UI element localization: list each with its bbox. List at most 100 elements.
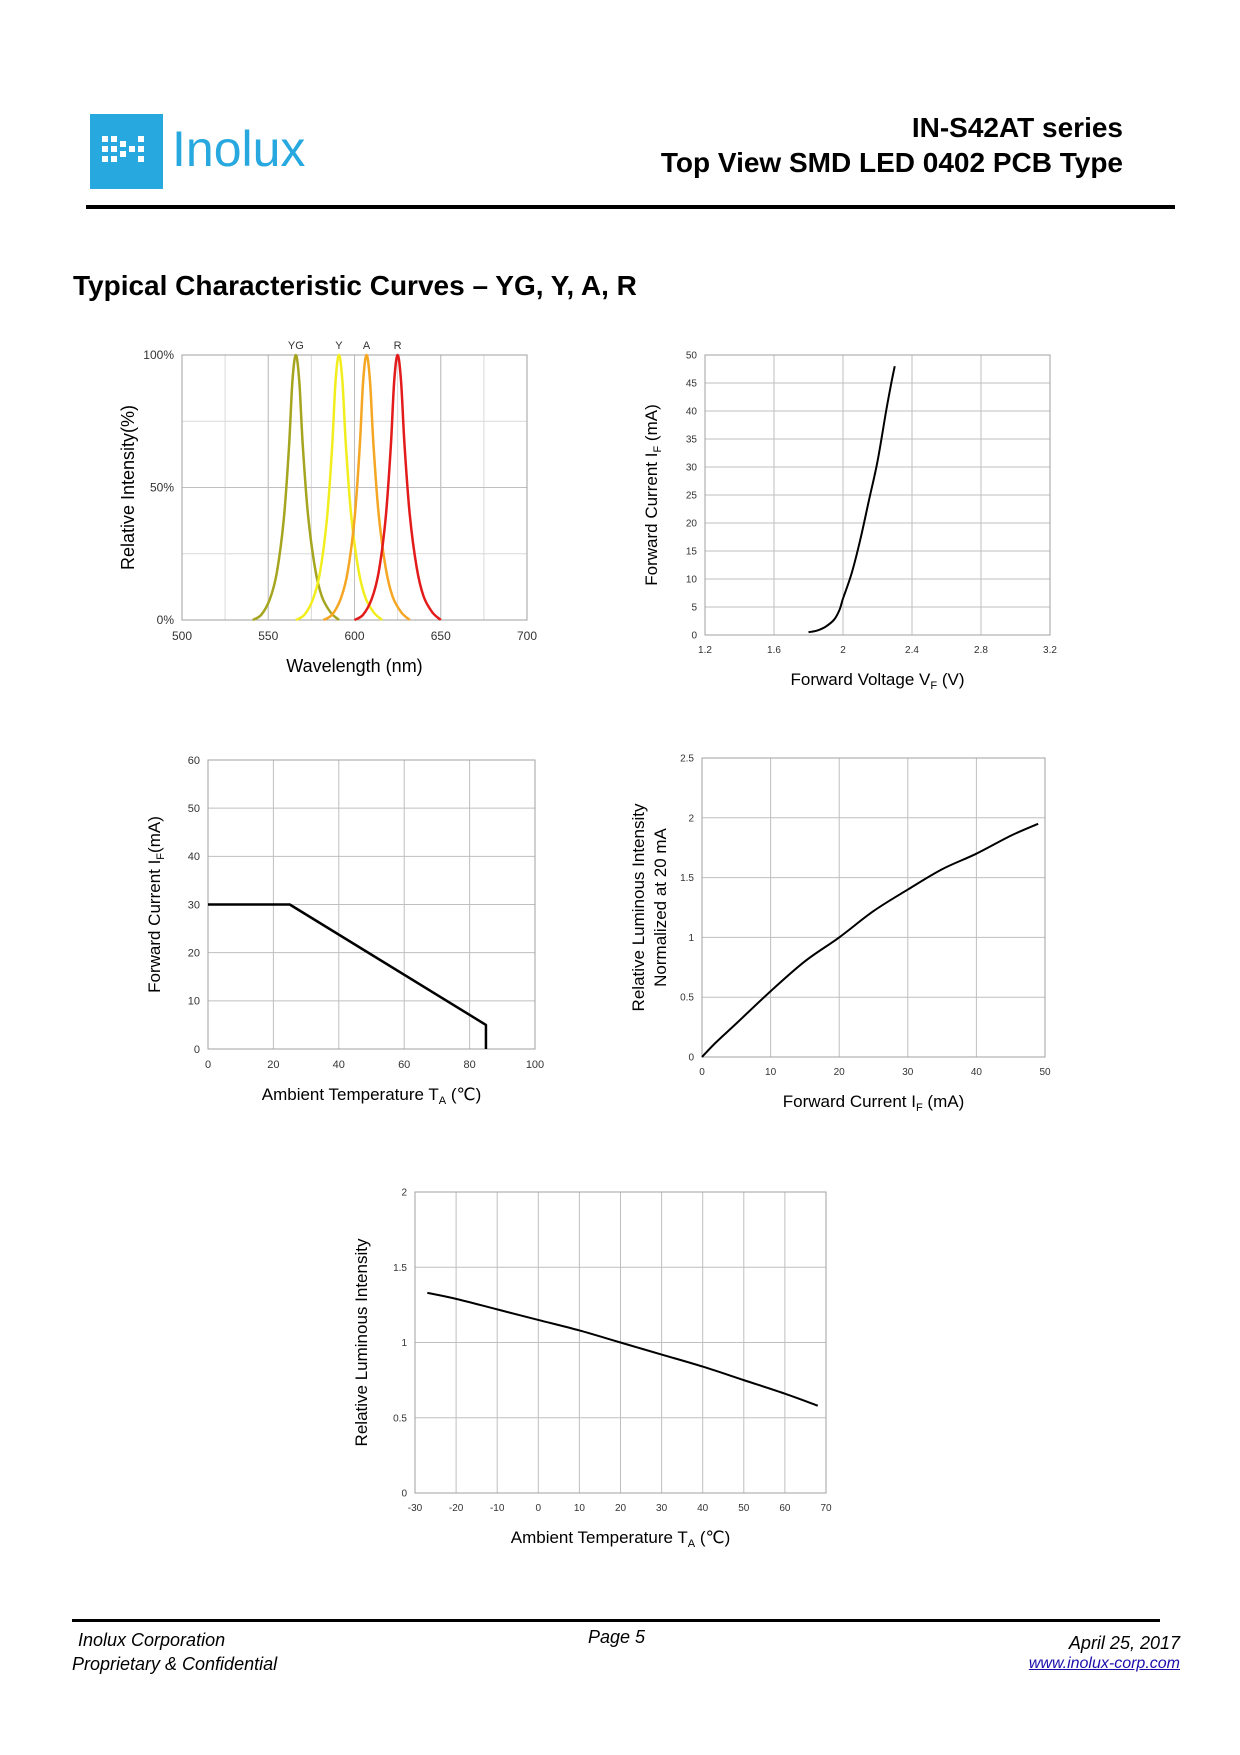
y-tick-label: 20: [188, 948, 200, 960]
iv-curve-chart: 1.2 1.6 2 2.4 2.8 3.2 0 5 10 15 20 25 30 35 40 45 50 Forw…: [642, 351, 1057, 693]
y-tick-label: 30: [188, 899, 200, 911]
x-tick-label: 30: [902, 1067, 914, 1078]
y-tick-label: 0.5: [680, 993, 694, 1004]
y-tick-label: 40: [188, 851, 200, 863]
y-axis-label: Forward Current IF(mA): [145, 816, 167, 993]
series-line: [427, 1291, 819, 1407]
x-tick-label: 60: [779, 1503, 791, 1514]
x-tick-label: 30: [656, 1503, 668, 1514]
x-tick-label: -30: [408, 1503, 423, 1514]
y-axis-label: Relative Luminous Intensity: [352, 1238, 371, 1446]
x-axis-label: Ambient Temperature TA (℃): [511, 1528, 731, 1550]
y-axis-label: Relative Intensity(%): [118, 405, 138, 570]
y-tick-label: 5: [691, 603, 697, 614]
series-line: [208, 903, 488, 1049]
y-tick-label: 25: [686, 491, 698, 502]
x-tick-label: 0: [205, 1059, 211, 1071]
y-axis-label: Relative Luminous Intensity: [629, 803, 648, 1011]
x-tick-label: 1.6: [767, 645, 781, 656]
series-label: YG: [288, 340, 304, 352]
plot-frame: [414, 1191, 827, 1494]
x-tick-label: 700: [517, 629, 537, 643]
y-tick-label: 50: [188, 803, 200, 815]
footer-date: April 25, 2017: [1068, 1633, 1180, 1653]
footer-confidential: Proprietary & Confidential: [72, 1654, 278, 1674]
x-tick-label: 10: [574, 1503, 586, 1514]
y-tick-label: 1.5: [393, 1263, 407, 1274]
y-tick-label: 15: [686, 547, 698, 558]
y-tick-label: 30: [686, 463, 698, 474]
y-tick-label: 0: [401, 1489, 407, 1500]
x-tick-label: 500: [172, 629, 192, 643]
x-tick-label: 40: [333, 1059, 345, 1071]
x-axis-label: Ambient Temperature TA (℃): [262, 1085, 482, 1107]
luminous-vs-temperature-chart: -30 -20 -10 0 10 20 30 40 50 60 70 0 0.5 1 1.5 2 Ambient…: [352, 1188, 832, 1551]
series-line-a: [322, 353, 411, 622]
x-tick-label: 70: [820, 1503, 832, 1514]
x-tick-label: 2.4: [905, 645, 919, 656]
plot-frame: [701, 757, 1046, 1058]
logo-wordmark: Inolux: [172, 121, 306, 177]
y-tick-label: 0.5: [393, 1413, 407, 1424]
y-tick-label: 0: [688, 1053, 694, 1064]
y-tick-label: 2.5: [680, 754, 694, 765]
spectrum-chart: 500 550 600 650 700 0% 50% 100% YG Y A R Wavelength …: [118, 340, 537, 676]
series-line-yg: [252, 353, 340, 622]
footer-link[interactable]: www.inolux-corp.com: [1028, 1655, 1180, 1672]
x-tick-label: 20: [267, 1059, 279, 1071]
y-tick-label: 35: [686, 435, 698, 446]
x-axis-label: Wavelength (nm): [286, 656, 422, 676]
y-tick-label: 40: [686, 407, 698, 418]
y-tick-label: 2: [401, 1188, 407, 1199]
footer-divider: [72, 1619, 1160, 1622]
x-tick-label: 20: [834, 1067, 846, 1078]
x-tick-label: 40: [697, 1503, 709, 1514]
series-label: Y: [335, 340, 343, 352]
product-subtitle: Top View SMD LED 0402 PCB Type: [660, 147, 1123, 178]
y-tick-label: 2: [688, 813, 694, 824]
x-tick-label: 40: [971, 1067, 983, 1078]
series-title: IN-S42AT series: [911, 112, 1123, 143]
series-label: R: [394, 340, 402, 352]
y-tick-label: 1.5: [680, 873, 694, 884]
x-tick-label: 10: [765, 1067, 777, 1078]
x-tick-label: 20: [615, 1503, 627, 1514]
x-tick-label: 80: [463, 1059, 475, 1071]
luminous-vs-current-chart: 0 10 20 30 40 50 0 0.5 1 1.5 2 2.5 Forward Current I…: [629, 754, 1051, 1115]
series-line-r: [353, 353, 442, 622]
inolux-logo-icon: [90, 114, 163, 189]
x-tick-label: 600: [344, 629, 364, 643]
x-axis-label: Forward Current IF (mA): [783, 1092, 965, 1114]
y-tick-label: 10: [188, 996, 200, 1008]
y-tick-label: 100%: [143, 348, 174, 362]
y-tick-label: 60: [188, 755, 200, 767]
y-tick-label: 1: [688, 933, 694, 944]
y-tick-label: 20: [686, 519, 698, 530]
y-tick-label: 0%: [157, 613, 175, 627]
footer-page-number: Page 5: [588, 1627, 646, 1647]
x-tick-label: 2: [840, 645, 846, 656]
x-tick-label: 50: [1039, 1067, 1051, 1078]
y-tick-label: 10: [686, 575, 698, 586]
section-title: Typical Characteristic Curves – YG, Y, A…: [73, 270, 637, 301]
series-label: A: [363, 340, 371, 352]
y-tick-label: 0: [691, 631, 697, 642]
y-tick-label: 0: [194, 1044, 200, 1056]
derating-chart: 0 20 40 60 80 100 0 10 20 30 40 50 60 Ambient Tempera…: [145, 755, 544, 1107]
x-tick-label: 1.2: [698, 645, 712, 656]
x-tick-label: 50: [738, 1503, 750, 1514]
series-line: [701, 822, 1039, 1058]
series-line: [808, 365, 896, 634]
x-tick-label: 0: [699, 1067, 705, 1078]
y-tick-label: 1: [401, 1338, 407, 1349]
x-tick-label: 550: [258, 629, 278, 643]
y-axis-label-line2: Normalized at 20 mA: [651, 827, 670, 986]
logo-dots: [102, 136, 144, 162]
plot-frame: [704, 354, 1051, 636]
x-tick-label: 2.8: [974, 645, 988, 656]
y-tick-label: 50%: [150, 481, 174, 495]
x-tick-label: -10: [490, 1503, 505, 1514]
x-tick-label: -20: [449, 1503, 464, 1514]
y-tick-label: 45: [686, 379, 698, 390]
y-axis-label: Forward Current IF (mA): [642, 404, 664, 586]
